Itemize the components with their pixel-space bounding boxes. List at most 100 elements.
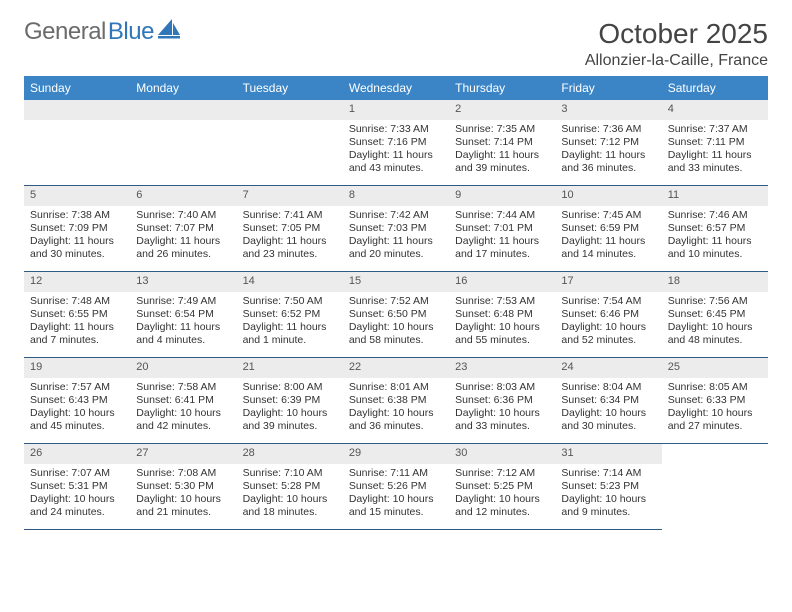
sunrise-line: Sunrise: 8:03 AM — [455, 381, 549, 394]
daylight-line: Daylight: 10 hours and 15 minutes. — [349, 493, 443, 519]
weekday-header-row: SundayMondayTuesdayWednesdayThursdayFrid… — [24, 76, 768, 100]
day-number: 23 — [449, 358, 555, 378]
daylight-line: Daylight: 11 hours and 4 minutes. — [136, 321, 230, 347]
empty-cell — [24, 100, 130, 186]
day-number: 16 — [449, 272, 555, 292]
day-body: Sunrise: 7:08 AMSunset: 5:30 PMDaylight:… — [130, 464, 236, 526]
sunset-line: Sunset: 6:52 PM — [243, 308, 337, 321]
day-body: Sunrise: 7:56 AMSunset: 6:45 PMDaylight:… — [662, 292, 768, 354]
sunset-line: Sunset: 5:26 PM — [349, 480, 443, 493]
sunset-line: Sunset: 5:31 PM — [30, 480, 124, 493]
day-number: 18 — [662, 272, 768, 292]
day-number: 22 — [343, 358, 449, 378]
day-body: Sunrise: 7:45 AMSunset: 6:59 PMDaylight:… — [555, 206, 661, 268]
day-number: 9 — [449, 186, 555, 206]
day-body: Sunrise: 7:53 AMSunset: 6:48 PMDaylight:… — [449, 292, 555, 354]
day-number: 24 — [555, 358, 661, 378]
day-body: Sunrise: 8:04 AMSunset: 6:34 PMDaylight:… — [555, 378, 661, 440]
weekday-header: Tuesday — [237, 76, 343, 100]
sunset-line: Sunset: 5:25 PM — [455, 480, 549, 493]
day-body: Sunrise: 7:07 AMSunset: 5:31 PMDaylight:… — [24, 464, 130, 526]
day-body: Sunrise: 7:14 AMSunset: 5:23 PMDaylight:… — [555, 464, 661, 526]
day-body: Sunrise: 7:49 AMSunset: 6:54 PMDaylight:… — [130, 292, 236, 354]
sunrise-line: Sunrise: 7:57 AM — [30, 381, 124, 394]
day-body: Sunrise: 7:57 AMSunset: 6:43 PMDaylight:… — [24, 378, 130, 440]
sunrise-line: Sunrise: 7:07 AM — [30, 467, 124, 480]
day-cell: 31Sunrise: 7:14 AMSunset: 5:23 PMDayligh… — [555, 444, 661, 530]
logo-sail-icon — [158, 18, 180, 46]
sunset-line: Sunset: 6:36 PM — [455, 394, 549, 407]
sunset-line: Sunset: 7:01 PM — [455, 222, 549, 235]
sunset-line: Sunset: 6:38 PM — [349, 394, 443, 407]
sunrise-line: Sunrise: 7:58 AM — [136, 381, 230, 394]
day-cell: 17Sunrise: 7:54 AMSunset: 6:46 PMDayligh… — [555, 272, 661, 358]
day-cell: 13Sunrise: 7:49 AMSunset: 6:54 PMDayligh… — [130, 272, 236, 358]
day-body: Sunrise: 7:46 AMSunset: 6:57 PMDaylight:… — [662, 206, 768, 268]
day-number: 30 — [449, 444, 555, 464]
daylight-line: Daylight: 11 hours and 36 minutes. — [561, 149, 655, 175]
day-body: Sunrise: 7:54 AMSunset: 6:46 PMDaylight:… — [555, 292, 661, 354]
sunrise-line: Sunrise: 7:40 AM — [136, 209, 230, 222]
sunset-line: Sunset: 7:16 PM — [349, 136, 443, 149]
weekday-header: Thursday — [449, 76, 555, 100]
sunset-line: Sunset: 7:09 PM — [30, 222, 124, 235]
daylight-line: Daylight: 11 hours and 14 minutes. — [561, 235, 655, 261]
day-body: Sunrise: 7:37 AMSunset: 7:11 PMDaylight:… — [662, 120, 768, 182]
day-cell: 23Sunrise: 8:03 AMSunset: 6:36 PMDayligh… — [449, 358, 555, 444]
sunrise-line: Sunrise: 8:01 AM — [349, 381, 443, 394]
day-cell: 10Sunrise: 7:45 AMSunset: 6:59 PMDayligh… — [555, 186, 661, 272]
day-cell: 22Sunrise: 8:01 AMSunset: 6:38 PMDayligh… — [343, 358, 449, 444]
daylight-line: Daylight: 10 hours and 55 minutes. — [455, 321, 549, 347]
daylight-line: Daylight: 11 hours and 43 minutes. — [349, 149, 443, 175]
day-cell: 28Sunrise: 7:10 AMSunset: 5:28 PMDayligh… — [237, 444, 343, 530]
day-cell: 16Sunrise: 7:53 AMSunset: 6:48 PMDayligh… — [449, 272, 555, 358]
daylight-line: Daylight: 10 hours and 21 minutes. — [136, 493, 230, 519]
day-cell: 7Sunrise: 7:41 AMSunset: 7:05 PMDaylight… — [237, 186, 343, 272]
sunrise-line: Sunrise: 7:56 AM — [668, 295, 762, 308]
day-cell: 26Sunrise: 7:07 AMSunset: 5:31 PMDayligh… — [24, 444, 130, 530]
day-cell: 29Sunrise: 7:11 AMSunset: 5:26 PMDayligh… — [343, 444, 449, 530]
day-cell: 2Sunrise: 7:35 AMSunset: 7:14 PMDaylight… — [449, 100, 555, 186]
sunrise-line: Sunrise: 7:50 AM — [243, 295, 337, 308]
day-cell: 15Sunrise: 7:52 AMSunset: 6:50 PMDayligh… — [343, 272, 449, 358]
day-cell: 12Sunrise: 7:48 AMSunset: 6:55 PMDayligh… — [24, 272, 130, 358]
sunrise-line: Sunrise: 7:11 AM — [349, 467, 443, 480]
day-body: Sunrise: 7:11 AMSunset: 5:26 PMDaylight:… — [343, 464, 449, 526]
daylight-line: Daylight: 11 hours and 39 minutes. — [455, 149, 549, 175]
empty-cell — [130, 100, 236, 186]
daylight-line: Daylight: 10 hours and 9 minutes. — [561, 493, 655, 519]
daylight-line: Daylight: 10 hours and 39 minutes. — [243, 407, 337, 433]
day-number: 5 — [24, 186, 130, 206]
day-number: 21 — [237, 358, 343, 378]
day-number: 31 — [555, 444, 661, 464]
day-number: 15 — [343, 272, 449, 292]
day-body: Sunrise: 7:44 AMSunset: 7:01 PMDaylight:… — [449, 206, 555, 268]
day-body: Sunrise: 8:00 AMSunset: 6:39 PMDaylight:… — [237, 378, 343, 440]
weekday-header: Friday — [555, 76, 661, 100]
daylight-line: Daylight: 10 hours and 27 minutes. — [668, 407, 762, 433]
sunset-line: Sunset: 5:23 PM — [561, 480, 655, 493]
sunrise-line: Sunrise: 7:52 AM — [349, 295, 443, 308]
day-number: 10 — [555, 186, 661, 206]
daylight-line: Daylight: 10 hours and 42 minutes. — [136, 407, 230, 433]
day-body: Sunrise: 7:10 AMSunset: 5:28 PMDaylight:… — [237, 464, 343, 526]
sunrise-line: Sunrise: 7:54 AM — [561, 295, 655, 308]
calendar-page: GeneralBlue October 2025 Allonzier-la-Ca… — [0, 0, 792, 548]
weekday-header: Sunday — [24, 76, 130, 100]
daylight-line: Daylight: 11 hours and 20 minutes. — [349, 235, 443, 261]
daylight-line: Daylight: 11 hours and 33 minutes. — [668, 149, 762, 175]
day-cell: 9Sunrise: 7:44 AMSunset: 7:01 PMDaylight… — [449, 186, 555, 272]
sunset-line: Sunset: 6:55 PM — [30, 308, 124, 321]
sunset-line: Sunset: 7:05 PM — [243, 222, 337, 235]
day-cell: 11Sunrise: 7:46 AMSunset: 6:57 PMDayligh… — [662, 186, 768, 272]
day-body: Sunrise: 7:42 AMSunset: 7:03 PMDaylight:… — [343, 206, 449, 268]
calendar-grid: 1Sunrise: 7:33 AMSunset: 7:16 PMDaylight… — [24, 100, 768, 530]
daylight-line: Daylight: 10 hours and 45 minutes. — [30, 407, 124, 433]
day-number: 1 — [343, 100, 449, 120]
calendar: SundayMondayTuesdayWednesdayThursdayFrid… — [24, 76, 768, 530]
day-number: 7 — [237, 186, 343, 206]
logo: GeneralBlue — [24, 18, 180, 46]
sunrise-line: Sunrise: 7:46 AM — [668, 209, 762, 222]
logo-text-2: Blue — [108, 18, 154, 46]
day-body: Sunrise: 7:48 AMSunset: 6:55 PMDaylight:… — [24, 292, 130, 354]
